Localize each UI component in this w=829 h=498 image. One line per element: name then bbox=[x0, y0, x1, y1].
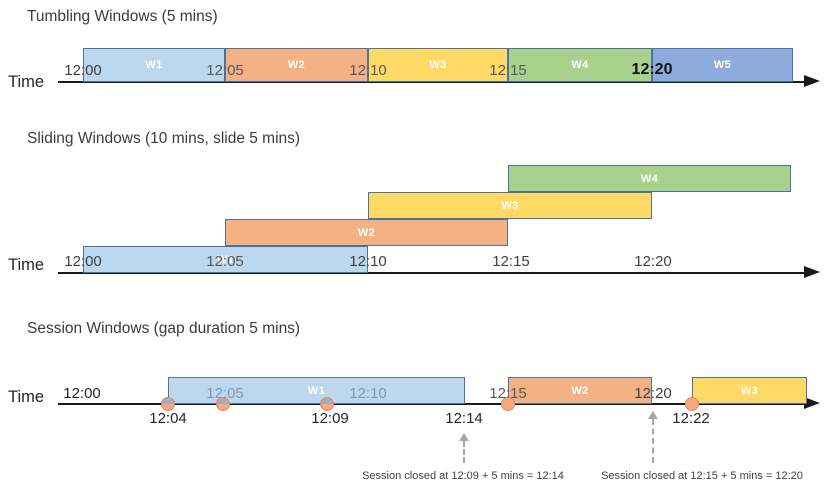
tumbling-tick-1215: 12:15 bbox=[489, 62, 527, 79]
session-time-axis-label: Time bbox=[8, 388, 45, 406]
sliding-window-w2-label: W2 bbox=[357, 226, 376, 239]
session-tick-1215: 12:15 bbox=[489, 385, 527, 402]
sliding-window-w1-label: W1 bbox=[216, 253, 235, 266]
session-window-w2: W2 bbox=[508, 377, 652, 404]
sliding-axis-arrowhead-icon bbox=[804, 266, 820, 278]
event-dot-1209 bbox=[320, 397, 334, 411]
tumbling-window-w1-label: W1 bbox=[145, 59, 163, 71]
session-event-label-1204: 12:04 bbox=[149, 410, 187, 427]
sliding-window-w3: W3 bbox=[368, 192, 652, 219]
session-tick-1220: 12:20 bbox=[634, 385, 672, 402]
session-close-annotation-1: Session closed at 12:09 + 5 mins = 12:14 bbox=[362, 470, 564, 482]
session-window-w3: W3 bbox=[692, 377, 807, 404]
sliding-tick-1220: 12:20 bbox=[634, 253, 672, 270]
sliding-tick-1200: 12:00 bbox=[64, 253, 102, 270]
session-window-w1: W1 bbox=[168, 377, 465, 404]
tumbling-title: Tumbling Windows (5 mins) bbox=[27, 8, 218, 25]
event-dot-1222 bbox=[685, 397, 699, 411]
session-window-w3-label: W3 bbox=[740, 384, 759, 397]
tumbling-window-w4-label: W4 bbox=[571, 59, 589, 71]
session-tick-1210: 12:10 bbox=[349, 385, 387, 402]
sliding-window-w1: W1 bbox=[83, 246, 368, 273]
session-window-w1-label: W1 bbox=[307, 384, 326, 397]
session-close-arrow-2-line bbox=[652, 419, 654, 463]
tumbling-window-w5-label: W5 bbox=[713, 59, 732, 71]
session-close-arrow-2-head-icon bbox=[648, 411, 658, 419]
session-axis-line bbox=[58, 403, 808, 405]
session-close-arrow-1-line bbox=[463, 441, 465, 463]
tumbling-window-w2: W2 bbox=[225, 48, 368, 82]
session-tick-1205: 12:05 bbox=[206, 385, 244, 402]
sliding-time-axis-label: Time bbox=[8, 256, 45, 274]
tumbling-axis-arrowhead-icon bbox=[804, 75, 820, 87]
sliding-tick-1215: 12:15 bbox=[492, 253, 530, 270]
session-title: Session Windows (gap duration 5 mins) bbox=[27, 320, 301, 337]
tumbling-window-w4: W4 bbox=[508, 48, 652, 82]
sliding-window-w4: W4 bbox=[508, 165, 791, 192]
tumbling-tick-1210: 12:10 bbox=[349, 62, 387, 79]
tumbling-tick-1200: 12:00 bbox=[64, 62, 102, 79]
session-axis-arrowhead-icon bbox=[804, 397, 820, 409]
tumbling-tick-1205: 12:05 bbox=[206, 62, 244, 79]
session-window-w2-label: W2 bbox=[571, 384, 589, 397]
session-close-annotation-2: Session closed at 12:15 + 5 mins = 12:20 bbox=[601, 470, 803, 482]
tumbling-axis-line bbox=[58, 81, 808, 83]
sliding-axis-line bbox=[58, 272, 808, 274]
sliding-title: Sliding Windows (10 mins, slide 5 mins) bbox=[27, 130, 301, 147]
session-tick-1200: 12:00 bbox=[63, 385, 101, 402]
event-dot-1206 bbox=[216, 397, 230, 411]
sliding-window-w2: W2 bbox=[225, 219, 508, 246]
sliding-window-w4-label: W4 bbox=[640, 172, 659, 185]
tumbling-tick-1220: 12:20 bbox=[631, 61, 673, 78]
tumbling-window-w2-label: W2 bbox=[287, 59, 306, 71]
sliding-tick-1205: 12:05 bbox=[206, 253, 244, 270]
event-dot-1215 bbox=[501, 397, 515, 411]
tumbling-time-axis-label: Time bbox=[8, 73, 45, 91]
session-event-label-1209: 12:09 bbox=[311, 410, 349, 427]
event-dot-1204 bbox=[161, 397, 175, 411]
tumbling-window-w3: W3 bbox=[368, 48, 508, 82]
session-close-label-1214: 12:14 bbox=[445, 410, 483, 427]
sliding-window-w3-label: W3 bbox=[501, 199, 519, 212]
tumbling-window-w3-label: W3 bbox=[429, 59, 447, 71]
tumbling-window-w1: W1 bbox=[83, 48, 225, 82]
session-event-label-1222: 12:22 bbox=[672, 410, 710, 427]
session-close-arrow-1-head-icon bbox=[459, 433, 469, 441]
tumbling-window-w5: W5 bbox=[652, 48, 793, 82]
sliding-tick-1210: 12:10 bbox=[349, 253, 387, 270]
